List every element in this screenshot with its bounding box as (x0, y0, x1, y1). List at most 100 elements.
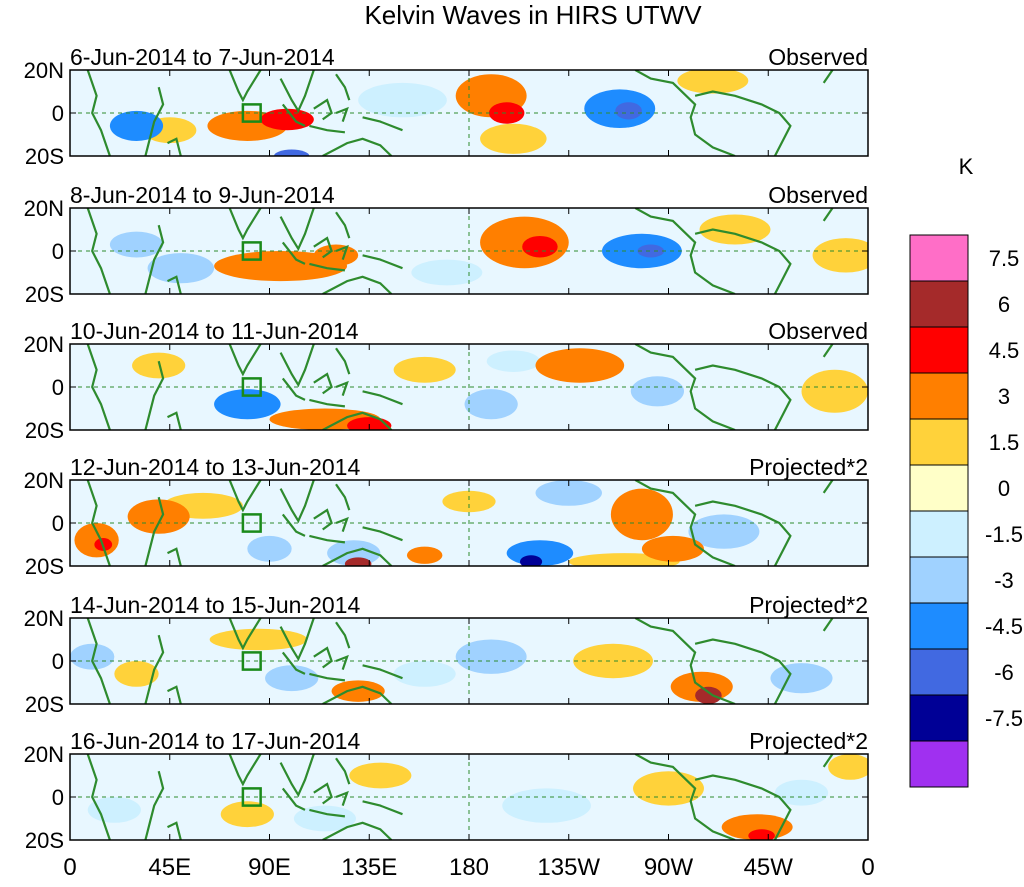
region-box (241, 513, 262, 533)
coastline (309, 124, 346, 134)
region-box (241, 377, 262, 397)
coastline (279, 754, 315, 798)
coastline (362, 254, 403, 270)
colorbar-level-label: 6 (998, 292, 1010, 317)
coastline (228, 70, 262, 103)
panel-1: 20N 0 20S 6-Jun-2014 to 7-Jun-2014 Observed (24, 44, 869, 169)
colorbar-swatch (909, 234, 969, 282)
coastline (335, 211, 351, 239)
coastline (362, 800, 403, 816)
region-box (241, 787, 262, 807)
x-axis: 0 45E 90E 135E 180 135W 90W 45W 0 (63, 854, 874, 881)
coastline (822, 754, 834, 768)
field-anomaly-blob (109, 110, 164, 141)
panel-type-label: Projected*2 (749, 592, 868, 618)
coastline (279, 618, 315, 662)
field-anomaly-blob (74, 523, 119, 558)
field-anomaly-blob (209, 628, 308, 651)
field-anomaly-blob (220, 801, 274, 828)
field-contours (86, 70, 834, 156)
panel-type-label: Observed (768, 182, 868, 208)
field-contours (86, 754, 868, 840)
field-anomaly-blob (828, 754, 868, 780)
coastline (86, 480, 111, 566)
y-tick-label: 0 (52, 101, 64, 126)
coastline (335, 757, 351, 785)
coastline (167, 685, 182, 704)
field-anomaly-blob (770, 663, 833, 694)
coastline (313, 98, 333, 121)
colorbar-level-label: -1.5 (985, 522, 1023, 547)
colorbar-level-label: 4.5 (989, 338, 1020, 363)
coastline (694, 638, 792, 704)
field-anomaly-blob (774, 779, 829, 806)
y-tick-label: 20S (25, 144, 64, 169)
field-anomaly-blob (358, 82, 447, 118)
coastline (309, 672, 346, 682)
colorbar-level-label: -7.5 (985, 706, 1023, 731)
y-tick-label: 20S (25, 828, 64, 853)
colorbar-swatch (909, 648, 969, 696)
colorbar-swatch (909, 602, 969, 650)
coastline (281, 513, 306, 537)
coastline (228, 618, 262, 651)
x-tick-label: 135E (341, 854, 397, 881)
coastline (313, 508, 333, 531)
colorbar-level-label: 3 (998, 384, 1010, 409)
coastline (279, 480, 315, 524)
coastline (167, 547, 182, 566)
x-tick-label: 90W (644, 854, 694, 881)
coastline (86, 344, 111, 430)
coastline (279, 70, 315, 114)
x-tick-label: 0 (861, 854, 874, 881)
y-tick-label: 20S (25, 692, 64, 717)
field-anomaly-blob (265, 665, 319, 692)
panel-type-label: Observed (768, 318, 868, 344)
field-anomaly-blob (114, 661, 159, 687)
field-anomaly-blob (721, 814, 793, 840)
y-tick-label: 20N (24, 606, 64, 631)
coastline (362, 390, 403, 406)
y-tick-label: 0 (52, 239, 64, 264)
coastline (144, 770, 165, 840)
field-anomaly-blob (615, 102, 642, 120)
coastline (335, 380, 349, 396)
coastline (228, 754, 262, 787)
coastline (694, 228, 792, 294)
panel-type-label: Projected*2 (749, 728, 868, 754)
coastline (309, 398, 346, 408)
x-tick-label: 90E (248, 854, 291, 881)
coastline (362, 526, 403, 542)
coastline (335, 73, 351, 101)
coastline (694, 90, 792, 156)
coastline (144, 224, 165, 294)
x-tick-label: 45E (148, 854, 191, 881)
coastline (335, 790, 349, 806)
field-anomaly-blob (630, 376, 685, 407)
field-anomaly-blob (688, 514, 760, 549)
coastline (281, 651, 306, 675)
coastline (279, 344, 315, 388)
colorbar-swatch (909, 326, 969, 374)
coastline (362, 664, 403, 680)
field-anomaly-blob (147, 253, 215, 284)
coastline (822, 480, 834, 494)
coastline (144, 496, 165, 566)
field-anomaly-blob (502, 788, 591, 823)
panel-date-range: 6-Jun-2014 to 7-Jun-2014 (70, 44, 335, 70)
coastline (694, 364, 792, 430)
field-contours (74, 480, 834, 566)
colorbar-level-label: 7.5 (989, 246, 1020, 271)
coastline (694, 774, 792, 840)
coastline (144, 86, 165, 156)
coastline (313, 782, 333, 805)
colorbar-level-label: -6 (994, 660, 1014, 685)
panel-3: 20N 0 20S 10-Jun-2014 to 11-Jun-2014 Observe… (24, 318, 869, 443)
panel-6: 20N 0 20S 16-Jun-2014 to 17-Jun-2014 Project… (24, 728, 869, 853)
field-anomaly-blob (633, 771, 704, 806)
field-anomaly-blob (801, 369, 868, 413)
field-anomaly-blob (573, 643, 653, 679)
colorbar-swatch (909, 418, 969, 466)
coastline (335, 483, 351, 511)
coastline (822, 618, 834, 632)
